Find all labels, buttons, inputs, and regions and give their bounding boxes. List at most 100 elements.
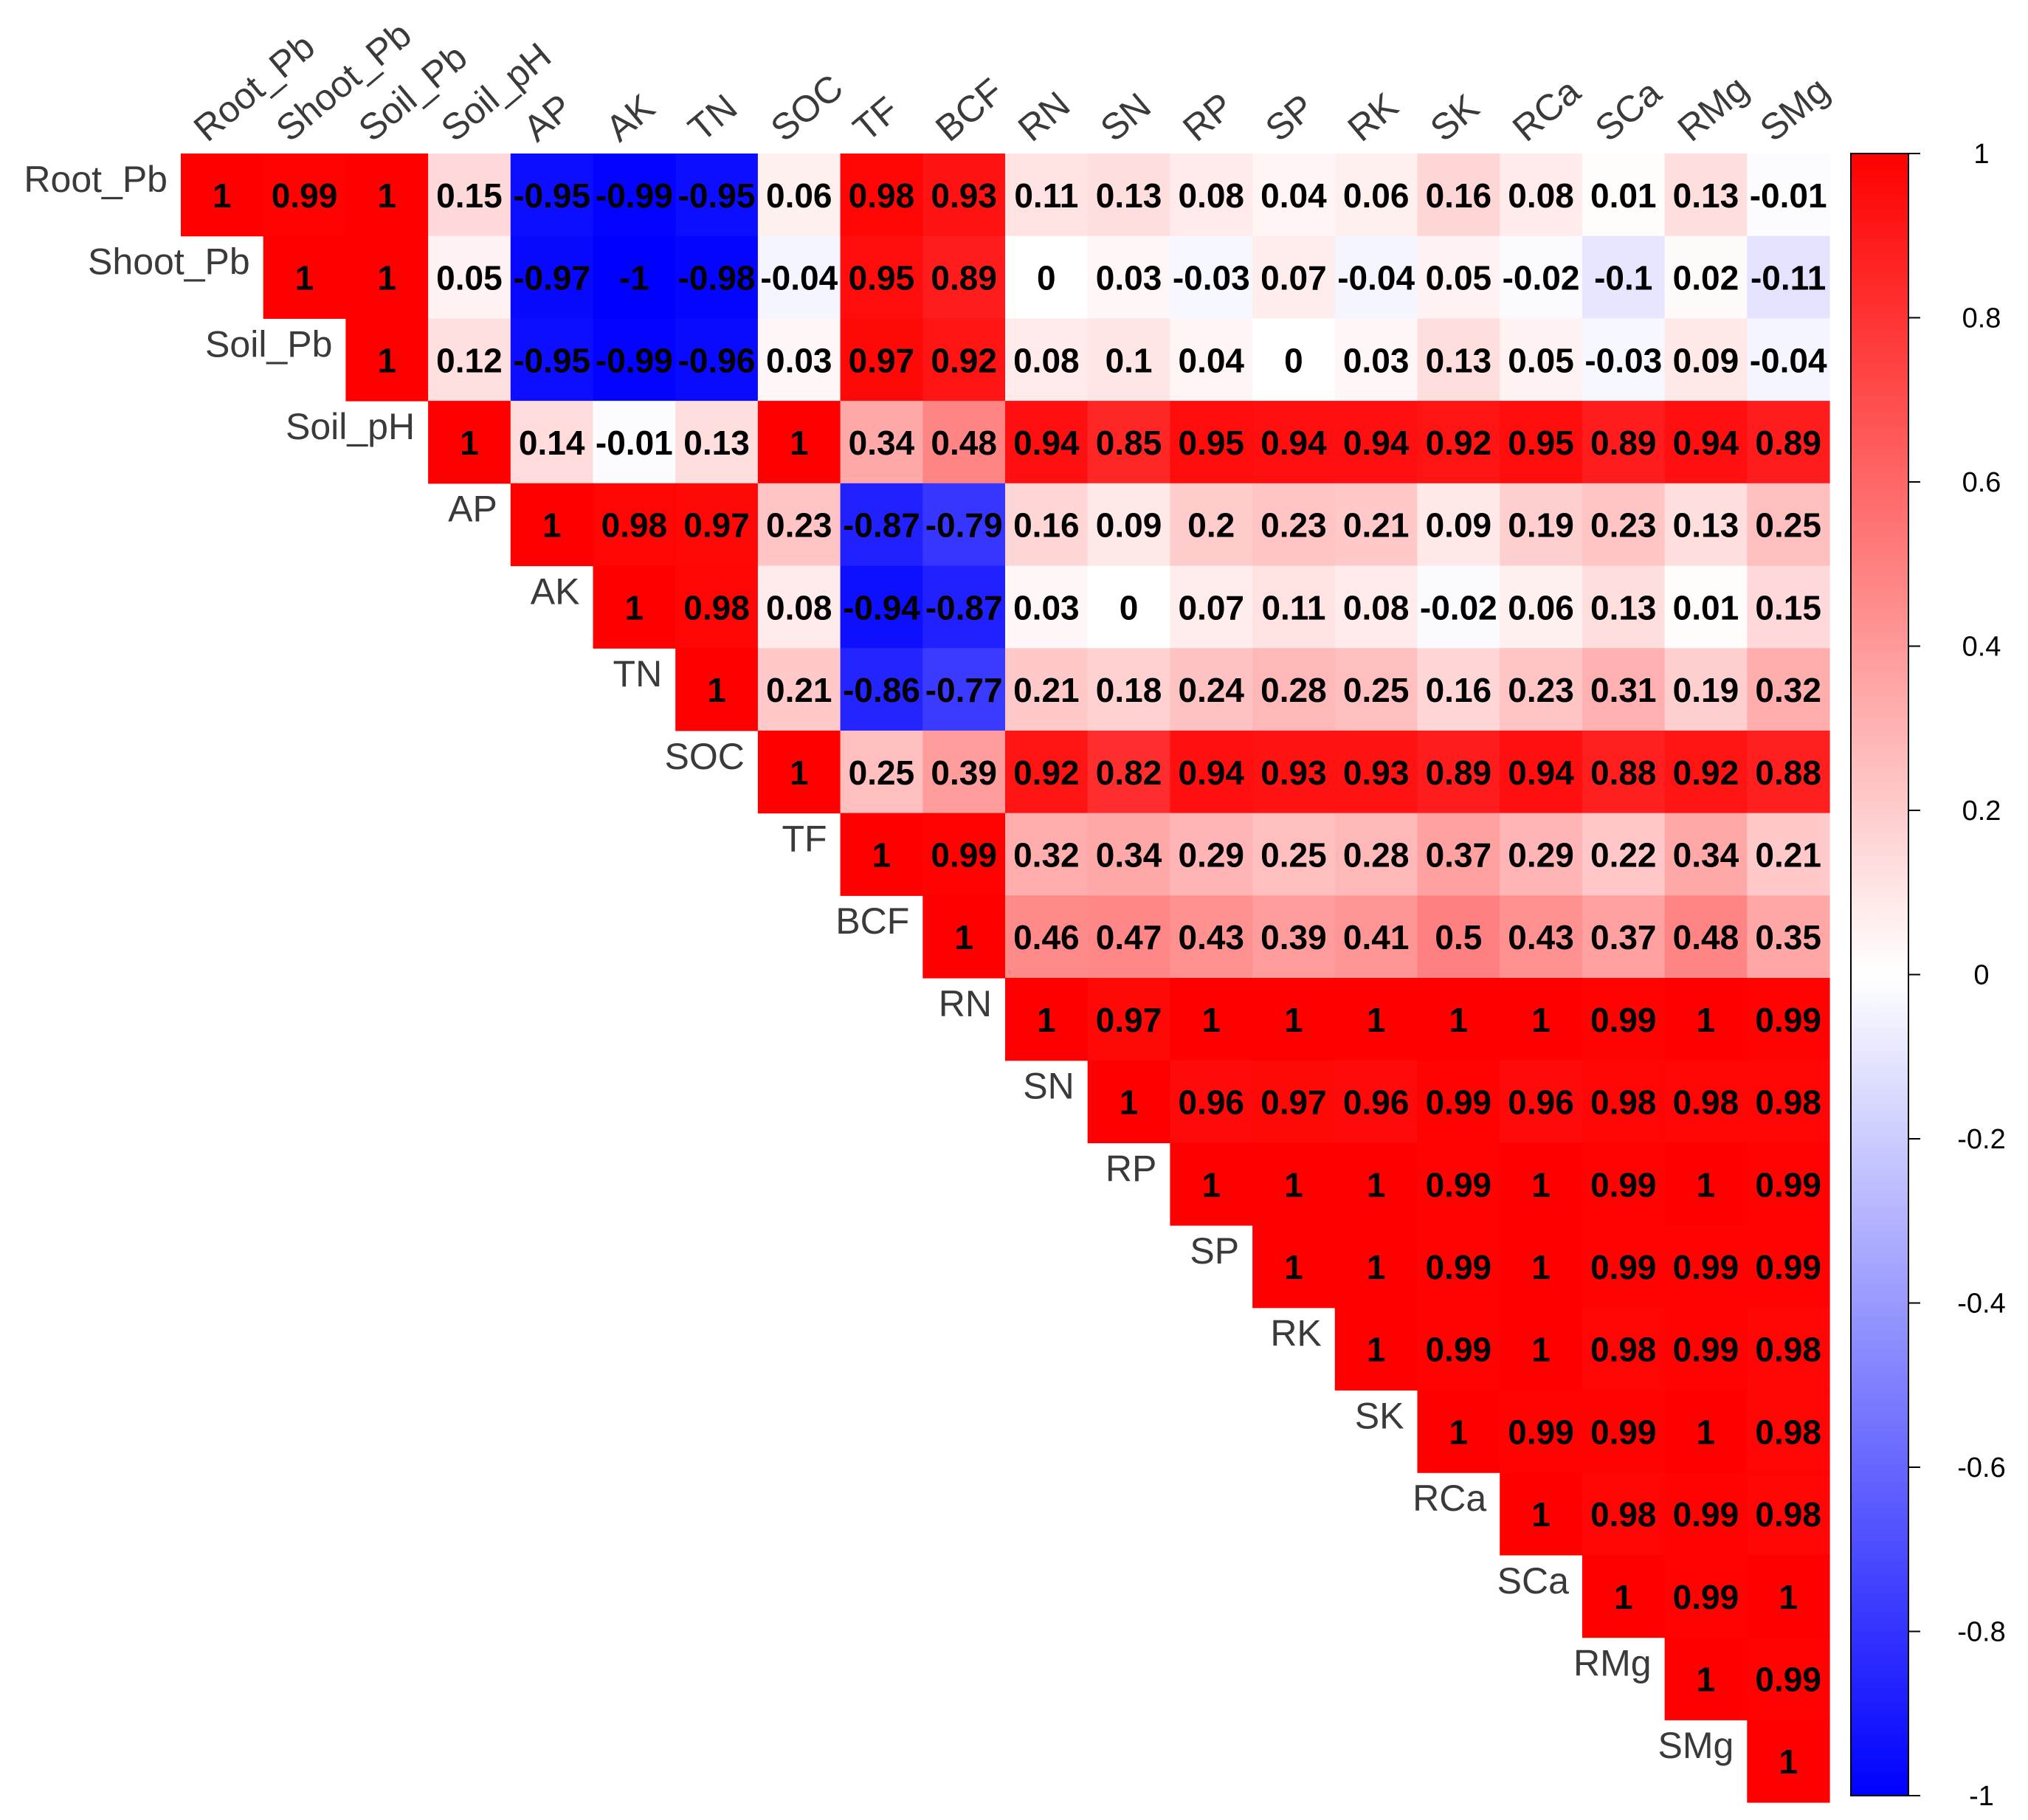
heatmap-cell-BCF-RK (1334, 895, 1418, 979)
heatmap-cell-SN-SMg (1747, 1060, 1830, 1143)
heatmap-cell-RN-RN (1005, 978, 1089, 1061)
cell-value-Root_Pb-BCF: 0.93 (931, 176, 997, 215)
heatmap-cell-BCF-RP (1170, 895, 1253, 979)
cell-value-Shoot_Pb-BCF: 0.89 (931, 259, 997, 297)
heatmap-cell-TF-SN (1087, 813, 1170, 896)
cell-value-Soil_pH-RK: 0.94 (1343, 424, 1410, 462)
heatmap-cell-SOC-RP (1170, 730, 1253, 814)
cell-value-Root_Pb-AK: -0.99 (596, 176, 673, 215)
cell-value-Shoot_Pb-SMg: -0.11 (1751, 259, 1826, 297)
heatmap-cell-Soil_Pb-BCF (922, 318, 1006, 401)
heatmap-cell-Shoot_Pb-TF (840, 235, 923, 319)
cell-value-TN-TN: 1 (707, 671, 726, 709)
heatmap-cell-SK-SCa (1582, 1390, 1666, 1473)
cell-value-Shoot_Pb-Soil_Pb: 1 (377, 259, 396, 297)
heatmap-cell-AP-SP (1252, 483, 1336, 567)
heatmap-cell-Shoot_Pb-BCF (922, 235, 1006, 319)
row-label-Shoot_Pb: Shoot_Pb (88, 241, 250, 283)
heatmap-cell-Root_Pb-SP (1252, 154, 1336, 237)
heatmap-cell-Root_Pb-RCa (1500, 154, 1583, 237)
heatmap-cell-SP-SCa (1582, 1225, 1666, 1309)
heatmap-cell-RP-SK (1417, 1142, 1500, 1226)
heatmap-cell-Root_Pb-RMg (1664, 154, 1748, 237)
heatmap-cell-RP-SP (1252, 1142, 1336, 1226)
cell-value-SOC-RP: 0.94 (1178, 754, 1244, 792)
heatmap-cell-SOC-SCa (1582, 730, 1666, 814)
heatmap-cell-Root_Pb-AK (593, 154, 676, 237)
cell-value-TN-TF: -0.86 (843, 671, 920, 709)
heatmap-cell-TN-SP (1252, 648, 1336, 731)
cell-value-AK-TN: 0.98 (683, 588, 750, 627)
cell-value-Shoot_Pb-RK: -0.04 (1337, 259, 1415, 297)
cell-value-RP-SCa: 0.99 (1590, 1165, 1657, 1204)
column-label-TF: TF (846, 89, 907, 149)
cell-value-TN-SMg: 0.32 (1755, 671, 1821, 709)
heatmap-cell-TN-SCa (1582, 648, 1666, 731)
cell-value-TF-RN: 0.32 (1013, 835, 1080, 874)
cell-value-AP-AK: 0.98 (601, 506, 668, 545)
cell-value-labels: 1 0.99 1 0.15 -0.95 -0.99 -0.95 0.06 0.98 0.93 0.1… (213, 176, 1827, 1781)
cell-value-RCa-SCa: 0.98 (1590, 1495, 1657, 1534)
cell-value-AK-RP: 0.07 (1178, 588, 1244, 627)
cell-value-SOC-RCa: 0.94 (1508, 754, 1574, 792)
cell-value-SOC-SCa: 0.88 (1590, 754, 1657, 792)
cell-value-Root_Pb-Soil_Pb: 1 (377, 176, 396, 215)
cell-value-SOC-RMg: 0.92 (1673, 754, 1739, 792)
heatmap-cell-RK-RK (1334, 1307, 1418, 1391)
cell-value-TF-BCF: 0.99 (931, 835, 997, 874)
heatmap-cell-BCF-RMg (1664, 895, 1748, 979)
heatmap-cell-AP-RCa (1500, 483, 1583, 567)
cell-value-SK-RMg: 1 (1697, 1413, 1716, 1451)
heatmap-cell-Soil_Pb-Soil_pH (428, 318, 511, 401)
cell-value-TN-SK: 0.16 (1426, 671, 1492, 709)
cell-value-TN-SOC: 0.21 (766, 671, 832, 709)
cell-value-Soil_Pb-Soil_pH: 0.12 (436, 341, 503, 379)
cell-value-Soil_Pb-RP: 0.04 (1178, 341, 1244, 379)
row-label-RN: RN (939, 983, 992, 1024)
cell-value-Shoot_Pb-TF: 0.95 (849, 259, 915, 297)
cell-value-SOC-SMg: 0.88 (1755, 754, 1821, 792)
row-label-RK: RK (1270, 1313, 1321, 1354)
heatmap-cell-AK-RN (1005, 565, 1089, 649)
heatmap-cell-SP-RK (1334, 1225, 1418, 1309)
colorbar-tick-label: -0.2 (1957, 1124, 2005, 1155)
cell-value-Soil_Pb-TN: -0.96 (678, 341, 756, 379)
heatmap-cell-SN-RMg (1664, 1060, 1748, 1143)
cell-value-SN-SMg: 0.98 (1755, 1083, 1821, 1122)
row-label-Soil_pH: Soil_pH (286, 406, 415, 447)
heatmap-cell-Shoot_Pb-AK (593, 235, 676, 319)
heatmap-cell-TF-RK (1334, 813, 1418, 896)
cell-value-Shoot_Pb-SK: 0.05 (1426, 259, 1492, 297)
cell-value-Soil_pH-SN: 0.85 (1096, 424, 1162, 462)
row-label-Root_Pb: Root_Pb (24, 159, 168, 200)
cell-value-BCF-BCF: 1 (954, 918, 973, 956)
cell-value-Root_Pb-SOC: 0.06 (766, 176, 832, 215)
cell-value-Soil_Pb-TF: 0.97 (849, 341, 915, 379)
heatmap-cell-SK-RCa (1500, 1390, 1583, 1473)
cell-value-Soil_pH-BCF: 0.48 (931, 424, 997, 462)
heatmap-cell-Root_Pb-SMg (1747, 154, 1830, 237)
heatmap-cell-Root_Pb-Soil_Pb (345, 154, 429, 237)
heatmap-cell-SOC-SOC (757, 730, 841, 814)
row-label-SN: SN (1023, 1066, 1074, 1107)
heatmap-cell-TF-RP (1170, 813, 1253, 896)
heatmap-cell-TF-SMg (1747, 813, 1830, 896)
cell-value-RN-RP: 1 (1201, 1001, 1221, 1039)
cell-value-TF-SN: 0.34 (1096, 835, 1162, 874)
heatmap-cell-Shoot_Pb-SCa (1582, 235, 1666, 319)
cell-value-Root_Pb-Root_Pb: 1 (213, 176, 232, 215)
cell-value-Shoot_Pb-SP: 0.07 (1260, 259, 1327, 297)
cell-value-Soil_pH-SP: 0.94 (1260, 424, 1327, 462)
heatmap-cell-RN-SN (1087, 978, 1170, 1061)
heatmap-cell-RN-RMg (1664, 978, 1748, 1061)
cell-value-Root_Pb-SMg: -0.01 (1750, 176, 1827, 215)
heatmap-cell-Soil_Pb-SCa (1582, 318, 1666, 401)
cell-value-RN-SCa: 0.99 (1590, 1001, 1657, 1039)
cell-value-RN-RCa: 1 (1531, 1001, 1551, 1039)
row-label-RP: RP (1106, 1148, 1156, 1189)
cell-value-SN-SP: 0.97 (1260, 1083, 1327, 1122)
cell-value-Soil_Pb-AK: -0.99 (596, 341, 673, 379)
heatmap-cell-RN-SK (1417, 978, 1500, 1061)
colorbar-tick-label: -0.8 (1957, 1617, 2005, 1648)
cell-value-RP-RCa: 1 (1531, 1165, 1551, 1204)
